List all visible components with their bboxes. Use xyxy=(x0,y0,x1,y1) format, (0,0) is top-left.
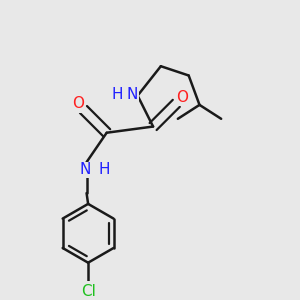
Text: O: O xyxy=(72,97,84,112)
Text: N: N xyxy=(79,162,91,177)
Text: H: H xyxy=(112,87,123,102)
Text: O: O xyxy=(176,90,188,105)
Text: N: N xyxy=(126,87,138,102)
Text: H: H xyxy=(99,162,110,177)
Text: Cl: Cl xyxy=(81,284,96,299)
